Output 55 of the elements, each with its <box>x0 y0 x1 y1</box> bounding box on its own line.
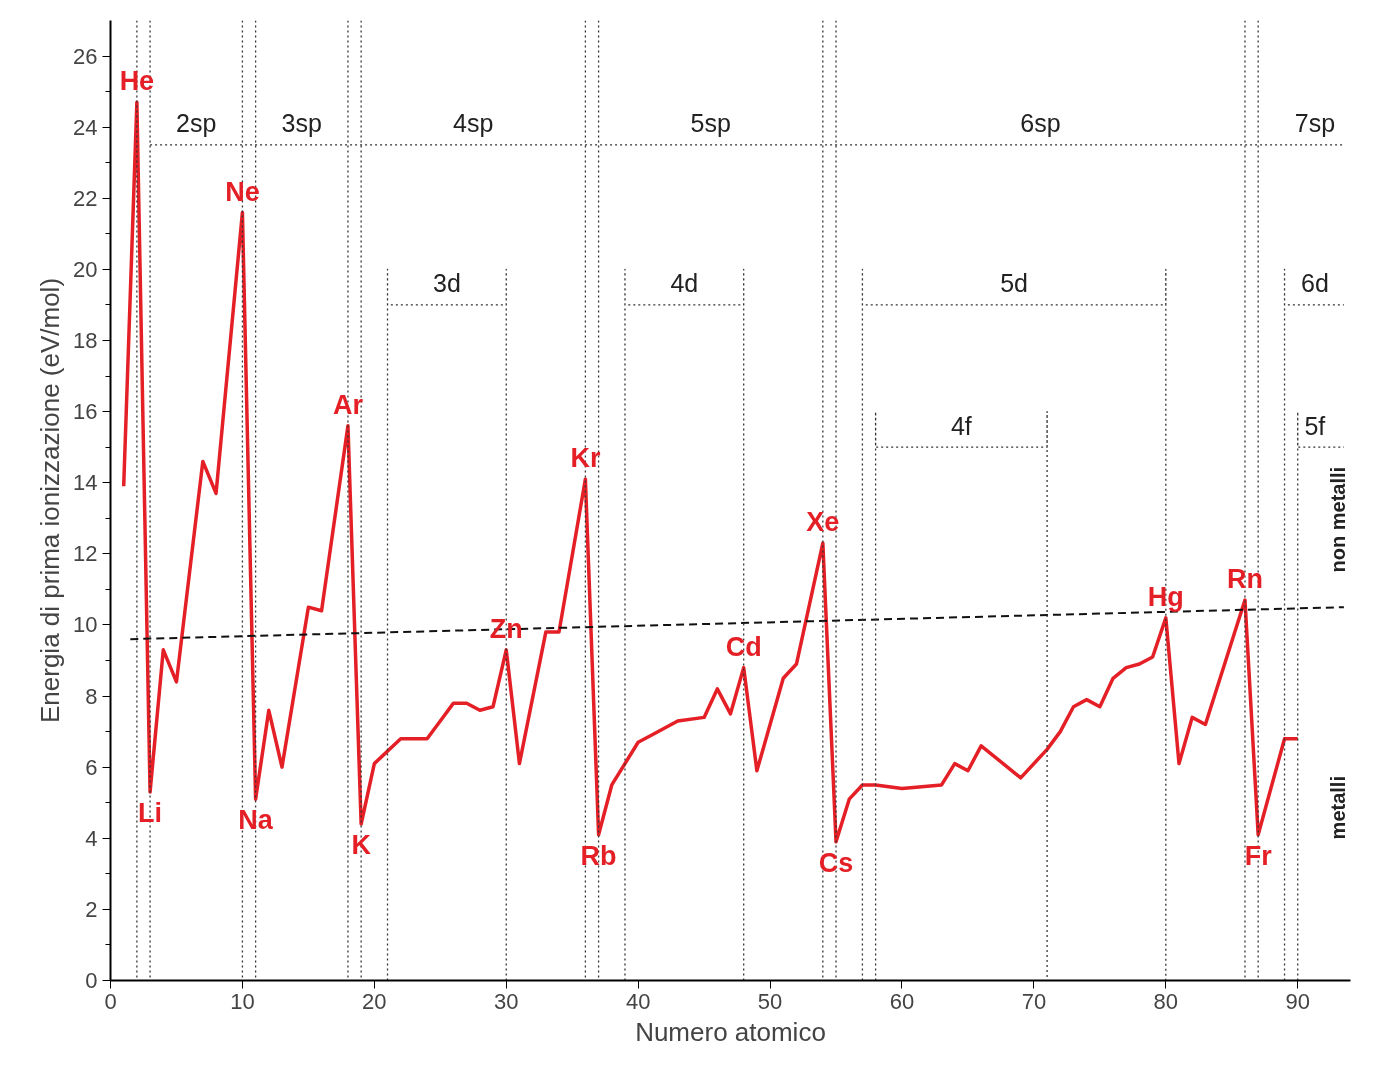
y-tick-label: 2 <box>85 896 98 922</box>
annotation: Ar <box>332 389 364 420</box>
annotation: 5d <box>1000 269 1029 298</box>
y-tick-label: 0 <box>85 968 98 993</box>
annotation: 6sp <box>1020 109 1061 138</box>
x-tick-label: 10 <box>230 988 255 1014</box>
annotation: Xe <box>806 507 840 538</box>
x-axis-title: Numero atomico <box>635 1016 826 1047</box>
annotation: 5f <box>1304 411 1326 440</box>
annotation: Rn <box>1226 564 1263 595</box>
annotation: 2sp <box>176 109 217 138</box>
y-tick-label: 22 <box>73 185 98 211</box>
y-tick-label: 6 <box>85 754 98 780</box>
annotation: Cs <box>818 847 854 878</box>
y-tick-label: 10 <box>73 612 98 638</box>
y-tick-label: 8 <box>85 683 98 709</box>
annotation: non metalli <box>1326 466 1349 573</box>
annotation: 6d <box>1300 269 1329 298</box>
annotation: 5sp <box>690 109 731 138</box>
annotation: 7sp <box>1294 109 1336 138</box>
y-tick-label: 26 <box>73 43 98 69</box>
annotation: 3d <box>432 269 461 298</box>
y-tick-label: 24 <box>73 114 98 140</box>
y-tick-label: 12 <box>73 541 98 567</box>
annotation: 4sp <box>453 109 494 138</box>
annotation: Fr <box>1244 840 1273 871</box>
annotation: Kr <box>570 443 601 474</box>
x-tick-label: 20 <box>362 988 387 1014</box>
y-tick-label: 18 <box>73 328 98 353</box>
y-axis-title: Energia di prima ionizzazione (eV/mol) <box>35 277 66 724</box>
annotation: 4d <box>670 269 699 298</box>
annotation: Na <box>238 805 274 836</box>
x-tick-label: 90 <box>1285 988 1310 1014</box>
x-tick-label: 30 <box>494 988 519 1014</box>
x-tick-label: 70 <box>1021 988 1047 1014</box>
annotation: metalli <box>1326 776 1349 840</box>
x-tick-label: 50 <box>757 988 783 1014</box>
annotation: Li <box>138 798 163 829</box>
x-tick-label: 80 <box>1153 988 1179 1014</box>
annotation: He <box>119 66 155 97</box>
x-tick-label: 0 <box>104 988 117 1014</box>
annotation: 4f <box>950 411 972 440</box>
annotation: K <box>351 830 372 861</box>
annotation: Rb <box>580 840 617 871</box>
annotation: Cd <box>725 631 762 662</box>
annotation: Ne <box>225 176 260 207</box>
y-tick-label: 4 <box>85 825 98 851</box>
annotation: Zn <box>489 613 523 644</box>
y-tick-label: 14 <box>73 470 98 496</box>
x-tick-label: 60 <box>889 988 915 1014</box>
x-tick-label: 40 <box>625 988 651 1014</box>
y-tick-label: 20 <box>73 256 98 282</box>
y-tick-label: 16 <box>73 399 98 425</box>
annotation: Hg <box>1147 581 1184 612</box>
annotation: 3sp <box>281 109 322 138</box>
